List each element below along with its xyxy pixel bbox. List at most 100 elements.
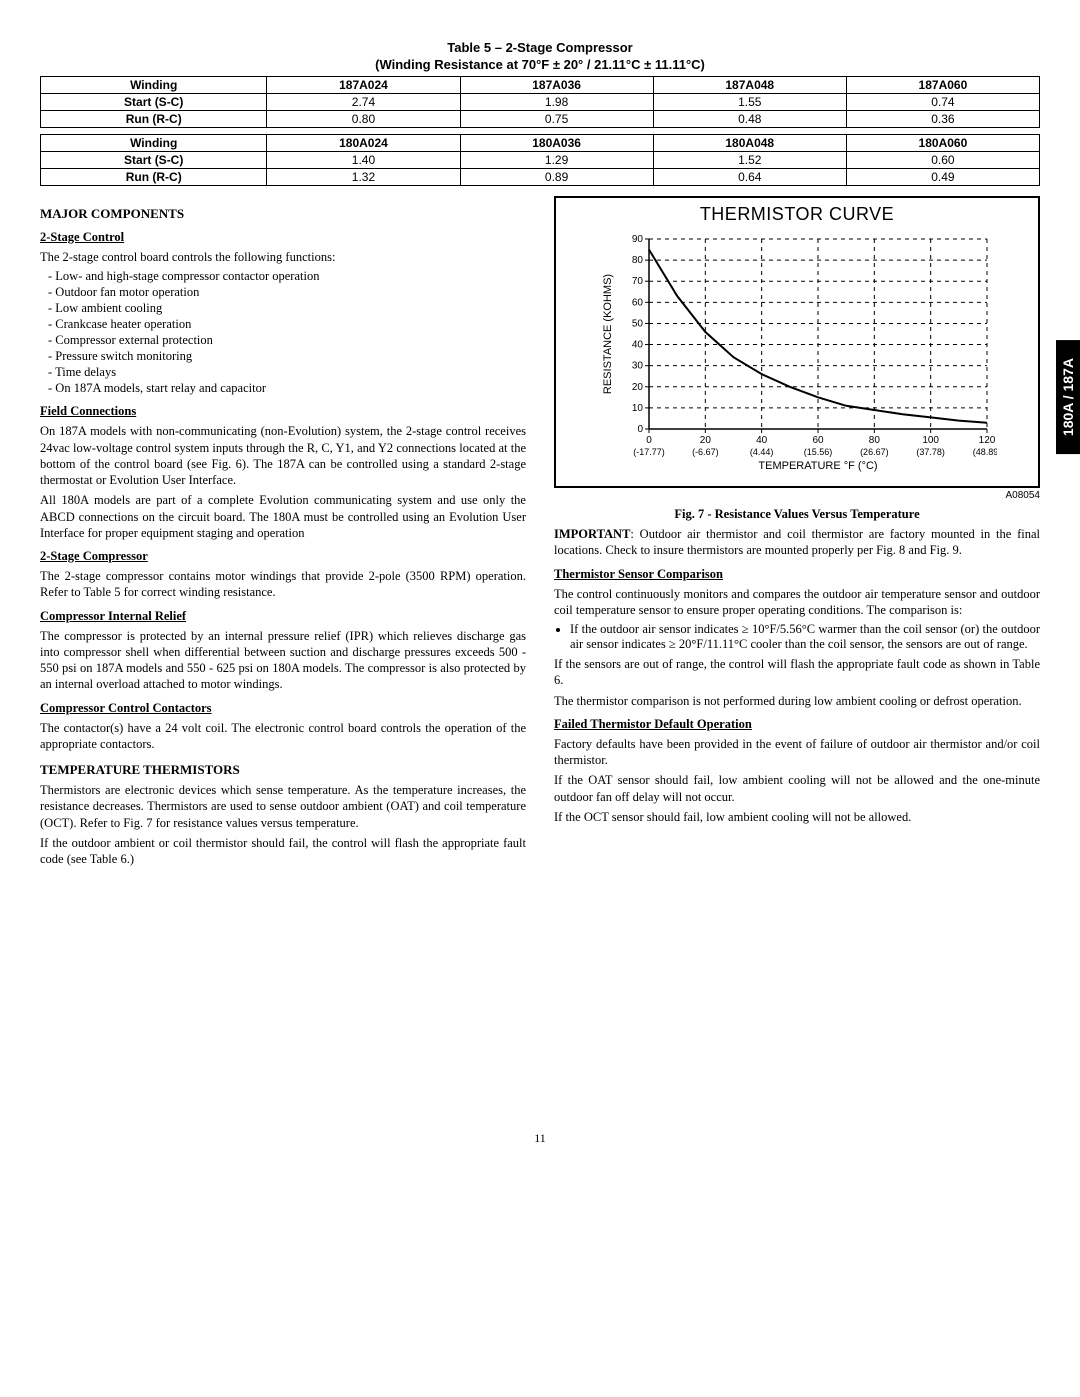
list-item: Outdoor fan motor operation	[48, 285, 526, 300]
svg-text:10: 10	[632, 403, 644, 414]
table-cell: 1.40	[267, 152, 460, 169]
thermistor-comparison-p2: If the sensors are out of range, the con…	[554, 656, 1040, 689]
table-cell: Run (R-C)	[41, 169, 267, 186]
svg-text:(-6.67): (-6.67)	[692, 447, 719, 457]
table-header: 180A024	[267, 135, 460, 152]
table-cell: 1.55	[653, 94, 846, 111]
svg-text:70: 70	[632, 276, 644, 287]
list-item: Time delays	[48, 365, 526, 380]
table-header: 187A060	[846, 77, 1039, 94]
list-item: Pressure switch monitoring	[48, 349, 526, 364]
compressor-contactor-p: The contactor(s) have a 24 volt coil. Th…	[40, 720, 526, 753]
svg-text:80: 80	[869, 435, 881, 446]
svg-text:40: 40	[632, 340, 644, 351]
table-cell: 0.75	[460, 111, 653, 128]
table-cell: 0.74	[846, 94, 1039, 111]
two-stage-control-intro: The 2-stage control board controls the f…	[40, 249, 526, 265]
list-item: On 187A models, start relay and capacito…	[48, 381, 526, 396]
thermistor-comparison-p1: The control continuously monitors and co…	[554, 586, 1040, 619]
table-cell: 0.60	[846, 152, 1039, 169]
svg-text:50: 50	[632, 318, 644, 329]
svg-text:(4.44): (4.44)	[750, 447, 774, 457]
field-connections-heading: Field Connections	[40, 404, 526, 419]
table-header: 180A036	[460, 135, 653, 152]
table-header: 187A048	[653, 77, 846, 94]
left-column: MAJOR COMPONENTS 2-Stage Control The 2-s…	[40, 196, 526, 871]
svg-text:60: 60	[632, 297, 644, 308]
compressor-internal-relief-p: The compressor is protected by an intern…	[40, 628, 526, 693]
important-note: IMPORTANT: Outdoor air thermistor and co…	[554, 526, 1040, 559]
table-header: 187A024	[267, 77, 460, 94]
svg-text:0: 0	[646, 435, 652, 446]
table-caption-2: (Winding Resistance at 70°F ± 20° / 21.1…	[40, 57, 1040, 72]
failed-thermistor-p3: If the OCT sensor should fail, low ambie…	[554, 809, 1040, 825]
right-column: THERMISTOR CURVE 01020304050607080900(-1…	[554, 196, 1040, 871]
list-item: Low ambient cooling	[48, 301, 526, 316]
field-connections-p2: All 180A models are part of a complete E…	[40, 492, 526, 541]
compressor-internal-relief-heading: Compressor Internal Relief	[40, 609, 526, 624]
svg-text:80: 80	[632, 255, 644, 266]
table-cell: 0.49	[846, 169, 1039, 186]
temperature-thermistors-p2: If the outdoor ambient or coil thermisto…	[40, 835, 526, 868]
table-cell: 1.52	[653, 152, 846, 169]
svg-text:30: 30	[632, 361, 644, 372]
table-header: 180A048	[653, 135, 846, 152]
table-cell: 0.48	[653, 111, 846, 128]
svg-text:TEMPERATURE °F (°C): TEMPERATURE °F (°C)	[758, 460, 877, 472]
temperature-thermistors-p1: Thermistors are electronic devices which…	[40, 782, 526, 831]
winding-table-180a: Winding180A024180A036180A048180A060 Start…	[40, 134, 1040, 186]
thermistor-chart-box: THERMISTOR CURVE 01020304050607080900(-1…	[554, 196, 1040, 488]
table-header: 187A036	[460, 77, 653, 94]
svg-text:(-17.77): (-17.77)	[633, 447, 665, 457]
field-connections-p1: On 187A models with non-communicating (n…	[40, 423, 526, 488]
table-header: Winding	[41, 135, 267, 152]
list-item: Low- and high-stage compressor contactor…	[48, 269, 526, 284]
table-cell: 0.64	[653, 169, 846, 186]
svg-text:20: 20	[700, 435, 712, 446]
svg-text:RESISTANCE (KOHMS): RESISTANCE (KOHMS)	[602, 274, 614, 394]
table-cell: 1.32	[267, 169, 460, 186]
two-stage-control-list: Low- and high-stage compressor contactor…	[40, 269, 526, 396]
list-item: Crankcase heater operation	[48, 317, 526, 332]
failed-thermistor-heading: Failed Thermistor Default Operation	[554, 717, 1040, 732]
thermistor-chart-title: THERMISTOR CURVE	[564, 204, 1030, 225]
svg-text:(48.89): (48.89)	[973, 447, 997, 457]
table-cell: 0.36	[846, 111, 1039, 128]
model-side-tab: 180A / 187A	[1056, 340, 1080, 454]
two-stage-compressor-heading: 2-Stage Compressor	[40, 549, 526, 564]
thermistor-comparison-list: If the outdoor air sensor indicates ≥ 10…	[570, 622, 1040, 652]
page-number: 11	[40, 1131, 1040, 1146]
table-header: 180A060	[846, 135, 1039, 152]
table-header: Winding	[41, 77, 267, 94]
figure-7-caption: Fig. 7 - Resistance Values Versus Temper…	[554, 507, 1040, 522]
svg-text:120: 120	[979, 435, 996, 446]
table-cell: 0.89	[460, 169, 653, 186]
list-item: Compressor external protection	[48, 333, 526, 348]
table-caption-1: Table 5 – 2-Stage Compressor	[40, 40, 1040, 55]
svg-text:40: 40	[756, 435, 768, 446]
svg-text:20: 20	[632, 382, 644, 393]
svg-text:(26.67): (26.67)	[860, 447, 889, 457]
table-cell: Start (S-C)	[41, 152, 267, 169]
table-cell: 1.29	[460, 152, 653, 169]
table-cell: Start (S-C)	[41, 94, 267, 111]
thermistor-comparison-li: If the outdoor air sensor indicates ≥ 10…	[570, 622, 1040, 652]
two-stage-compressor-p: The 2-stage compressor contains motor wi…	[40, 568, 526, 601]
svg-text:(37.78): (37.78)	[916, 447, 945, 457]
failed-thermistor-p2: If the OAT sensor should fail, low ambie…	[554, 772, 1040, 805]
svg-text:90: 90	[632, 234, 644, 245]
thermistor-comparison-p3: The thermistor comparison is not perform…	[554, 693, 1040, 709]
svg-text:0: 0	[637, 424, 643, 435]
winding-table-187a: Winding187A024187A036187A048187A060 Start…	[40, 76, 1040, 128]
failed-thermistor-p1: Factory defaults have been provided in t…	[554, 736, 1040, 769]
major-components-heading: MAJOR COMPONENTS	[40, 206, 526, 222]
table-cell: Run (R-C)	[41, 111, 267, 128]
temperature-thermistors-heading: TEMPERATURE THERMISTORS	[40, 762, 526, 778]
table-cell: 2.74	[267, 94, 460, 111]
chart-id: A08054	[554, 490, 1040, 501]
two-stage-control-heading: 2-Stage Control	[40, 230, 526, 245]
table-cell: 0.80	[267, 111, 460, 128]
table-cell: 1.98	[460, 94, 653, 111]
thermistor-curve-chart: 01020304050607080900(-17.77)20(-6.67)40(…	[597, 229, 997, 479]
svg-text:60: 60	[812, 435, 824, 446]
